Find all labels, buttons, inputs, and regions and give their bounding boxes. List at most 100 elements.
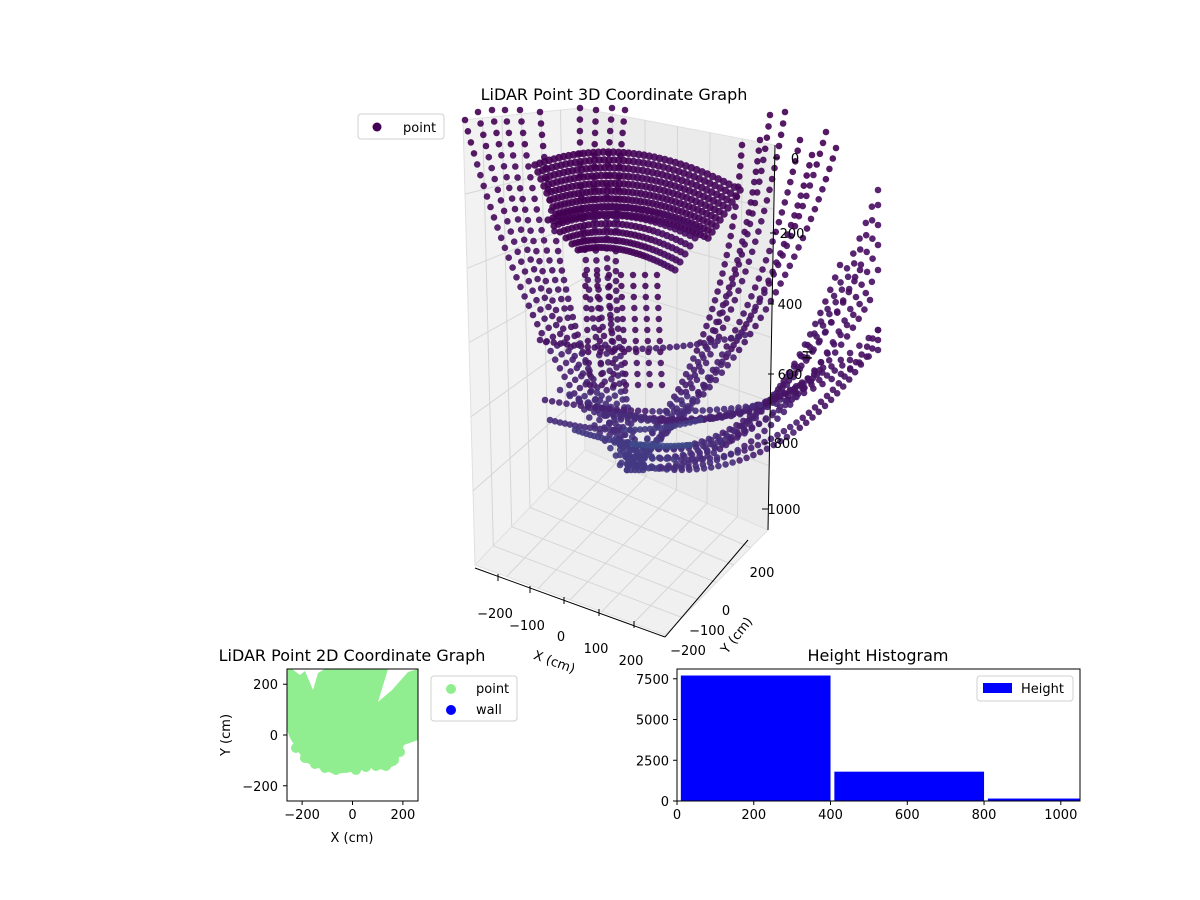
data-point — [545, 287, 553, 295]
data-point — [527, 227, 534, 234]
data-point — [777, 131, 785, 139]
data-point — [603, 350, 610, 357]
data-point — [582, 282, 589, 290]
data-point — [618, 282, 625, 290]
data-point — [547, 347, 554, 355]
data-point — [730, 213, 738, 220]
data-point — [684, 392, 691, 400]
data-point — [732, 327, 739, 334]
data-point — [857, 261, 865, 269]
data-point — [826, 165, 833, 173]
lidar-3d-chart: LiDAR Point 3D Coordinate Graph −200−100… — [357, 85, 882, 677]
data-point — [762, 306, 770, 313]
data-point — [729, 459, 736, 466]
data-point — [762, 400, 769, 407]
data-point — [690, 366, 698, 374]
data-point — [596, 425, 604, 433]
data-point — [639, 345, 646, 353]
data-point — [656, 424, 664, 432]
data-point — [772, 289, 780, 296]
data-point — [803, 192, 810, 200]
data-point — [687, 341, 694, 349]
data-point — [612, 420, 619, 427]
data-point — [622, 381, 630, 389]
data-point — [606, 293, 613, 301]
data-point — [711, 297, 719, 304]
data-point — [716, 279, 724, 286]
data-point — [537, 285, 545, 292]
data-point — [523, 152, 530, 159]
data-point — [507, 228, 515, 235]
x-tick-label: 600 — [895, 808, 920, 823]
data-point — [631, 426, 639, 434]
data-point — [706, 314, 713, 321]
data-point — [577, 342, 585, 350]
data-point — [829, 155, 837, 162]
data-point — [603, 203, 611, 211]
data-point — [467, 139, 475, 146]
data-point — [780, 378, 787, 385]
data-point — [751, 307, 758, 315]
data-point — [774, 415, 781, 423]
x-tick-label: −100 — [509, 619, 545, 634]
data-point — [490, 118, 498, 125]
data-point — [719, 270, 726, 277]
data-point — [856, 342, 863, 350]
data-point — [724, 350, 732, 357]
data-point — [593, 267, 601, 274]
data-point — [847, 305, 854, 313]
data-point — [721, 261, 728, 268]
data-point — [566, 381, 573, 389]
data-point — [655, 454, 663, 462]
histogram-bar — [680, 675, 831, 801]
data-point — [874, 336, 882, 344]
data-point — [700, 465, 708, 472]
data-point — [846, 356, 854, 364]
data-point — [744, 230, 751, 238]
data-point — [704, 345, 711, 353]
chart3d-point-cloud — [461, 104, 882, 474]
data-point — [727, 232, 734, 240]
data-point — [640, 451, 648, 459]
data-point — [596, 337, 603, 345]
data-point — [621, 426, 629, 434]
data-point — [556, 330, 564, 338]
data-point — [775, 218, 783, 226]
data-point — [658, 381, 666, 389]
data-point — [822, 298, 829, 305]
data-point — [677, 388, 685, 396]
data-point — [793, 419, 800, 426]
x-tick-label: 200 — [741, 808, 766, 823]
chart2d-ylabel: Y (cm) — [219, 714, 234, 757]
data-point — [616, 461, 624, 469]
data-point — [760, 156, 767, 164]
edge-point — [361, 762, 371, 772]
data-point — [723, 315, 731, 323]
data-point — [851, 368, 859, 376]
data-point — [672, 463, 679, 471]
data-point — [735, 287, 742, 295]
data-point — [759, 266, 766, 273]
data-point — [601, 426, 609, 433]
data-point — [503, 173, 510, 181]
data-point — [740, 417, 747, 425]
data-point — [518, 118, 525, 125]
data-point — [762, 416, 769, 423]
data-point — [775, 142, 783, 150]
data-point — [706, 406, 714, 414]
data-point — [597, 359, 604, 367]
x-tick-label: 800 — [972, 808, 997, 823]
data-point — [758, 167, 765, 175]
data-point — [558, 267, 566, 274]
data-point — [643, 315, 650, 323]
data-point — [657, 359, 664, 367]
data-point — [791, 222, 799, 230]
data-point — [719, 429, 727, 437]
legend-label-height: Height — [1021, 682, 1064, 697]
data-point — [621, 359, 628, 367]
data-point — [727, 306, 735, 313]
data-point — [762, 257, 770, 264]
data-point — [744, 301, 751, 309]
data-point — [570, 342, 578, 349]
data-point — [671, 422, 679, 429]
